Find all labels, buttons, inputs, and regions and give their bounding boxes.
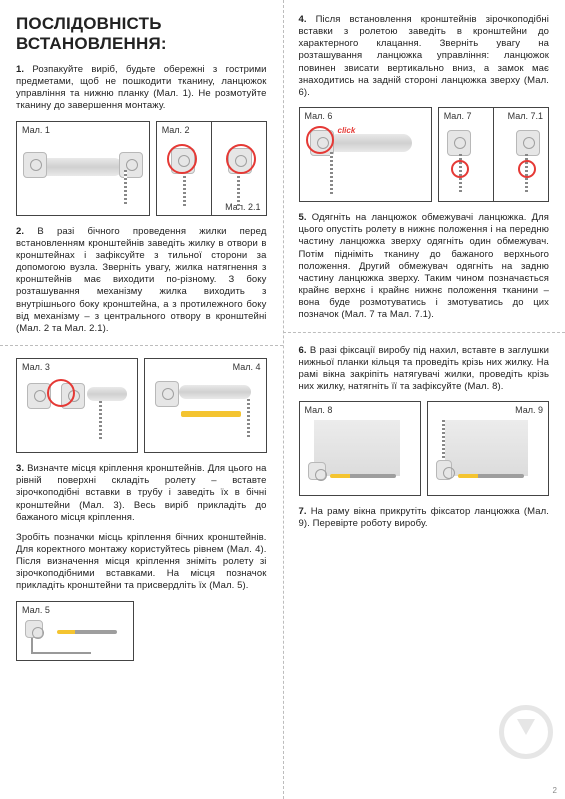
figure-6: Мал. 6 click — [299, 107, 432, 202]
step-2-num: 2. — [16, 226, 24, 237]
step-4-body: Після встановлення кронштейнів зірочкопо… — [299, 14, 550, 98]
page: ПОСЛІДОВНІСТЬ ВСТАНОВЛЕННЯ: 1. Розпакуйт… — [0, 0, 565, 799]
step-7-num: 7. — [299, 506, 307, 517]
page-title: ПОСЛІДОВНІСТЬ ВСТАНОВЛЕННЯ: — [16, 14, 267, 54]
step-5-num: 5. — [299, 212, 307, 223]
step-1-text: 1. Розпакуйте виріб, будьте обережні з г… — [16, 64, 267, 113]
page-number: 2 — [553, 786, 557, 795]
step-3a-text: 3. Визначте місця кріплення кронштейнів.… — [16, 463, 267, 524]
figure-4-label: Мал. 4 — [233, 362, 261, 372]
figure-7-1-label: Мал. 7.1 — [508, 111, 543, 121]
fig-row-4: Мал. 6 click Мал. 7 Мал. 7.1 — [299, 107, 550, 202]
figure-9-label: Мал. 9 — [515, 405, 543, 415]
step-5-body: Одягніть на ланцюжок обмежувачі ланцюжка… — [299, 212, 550, 320]
step-4-text: 4. Після встановлення кронштейнів зірочк… — [299, 14, 550, 99]
fig-row-3: Мал. 5 — [16, 601, 267, 661]
figure-2-label: Мал. 2 — [162, 125, 190, 135]
figure-9: Мал. 9 — [427, 401, 549, 496]
figure-3-label: Мал. 3 — [22, 362, 50, 372]
figure-6-label: Мал. 6 — [305, 111, 333, 121]
figure-4: Мал. 4 — [144, 358, 266, 453]
figure-5-label: Мал. 5 — [22, 605, 50, 615]
step-3-num: 3. — [16, 463, 24, 474]
figure-7-label: Мал. 7 — [444, 111, 472, 121]
step-1-body: Розпакуйте виріб, будьте обережні з гост… — [16, 64, 267, 111]
step-4-num: 4. — [299, 14, 307, 25]
step-7-body: На раму вікна прикрутіть фіксатор ланцюж… — [299, 506, 550, 529]
figure-5: Мал. 5 — [16, 601, 134, 661]
right-column: 4. Після встановлення кронштейнів зірочк… — [283, 0, 565, 799]
step-2-text: 2. В разі бічного проведення жилки перед… — [16, 226, 267, 335]
fig-row-2: Мал. 3 Мал. 4 — [16, 358, 267, 453]
divider-right-1 — [283, 332, 565, 333]
step-6-num: 6. — [299, 345, 307, 356]
step-2-body: В разі бічного проведення жилки перед вс… — [16, 226, 267, 334]
step-7-text: 7. На раму вікна прикрутіть фіксатор лан… — [299, 506, 550, 530]
figure-8-label: Мал. 8 — [305, 405, 333, 415]
fig-row-1: Мал. 1 Мал. 2 Мал. 2.1 — [16, 121, 267, 216]
figure-1-label: Мал. 1 — [22, 125, 50, 135]
figure-8: Мал. 8 — [299, 401, 421, 496]
figure-1: Мал. 1 — [16, 121, 150, 216]
step-6-body: В разі фіксації виробу під нахил, вставт… — [299, 345, 550, 392]
figure-2-1-label: Мал. 2.1 — [225, 202, 260, 212]
step-5-text: 5. Одягніть на ланцюжок обмежувачі ланцю… — [299, 212, 550, 321]
step-3b-text: Зробіть позначки місць кріплення бічних … — [16, 532, 267, 593]
left-column: ПОСЛІДОВНІСТЬ ВСТАНОВЛЕННЯ: 1. Розпакуйт… — [0, 0, 283, 799]
figure-7: Мал. 7 Мал. 7.1 — [438, 107, 549, 202]
step-6-text: 6. В разі фіксації виробу під нахил, вст… — [299, 345, 550, 394]
fig-row-5: Мал. 8 Мал. 9 — [299, 401, 550, 496]
click-label: click — [338, 126, 356, 135]
step-1-num: 1. — [16, 64, 24, 75]
divider-left-1 — [0, 345, 283, 346]
figure-2: Мал. 2 Мал. 2.1 — [156, 121, 267, 216]
figure-3: Мал. 3 — [16, 358, 138, 453]
watermark-icon — [499, 705, 553, 759]
step-3a-body: Визначте місця кріплення кронштейнів. Дл… — [16, 463, 267, 523]
